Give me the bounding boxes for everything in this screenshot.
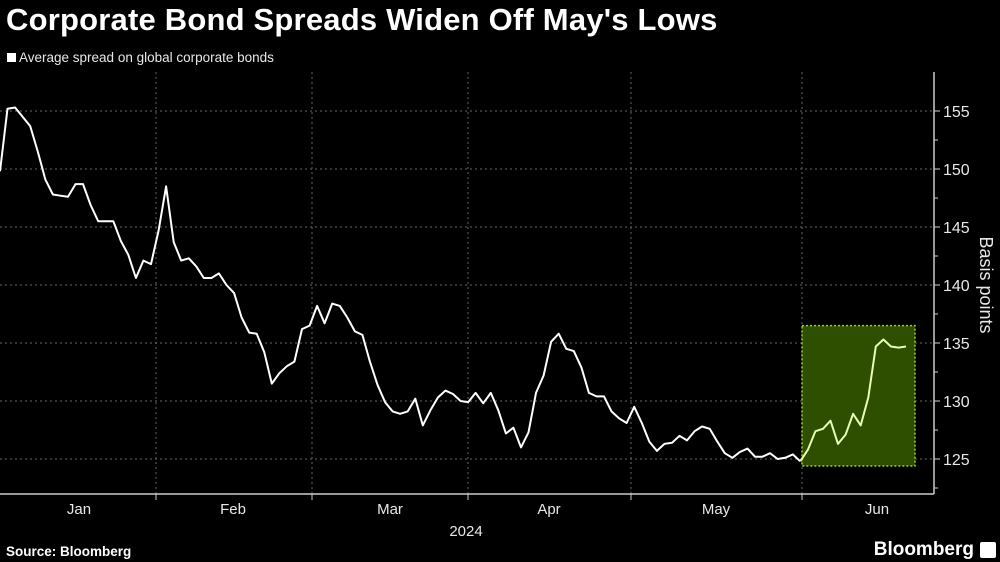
series-line — [0, 106, 801, 463]
y-tick-label: 125 — [943, 452, 970, 469]
legend-label: Average spread on global corporate bonds — [19, 50, 274, 65]
y-tick-label: 150 — [943, 162, 970, 179]
axes: 125 130 135 140 145 150 155 Jan Feb Mar Apr May Jun — [0, 72, 970, 518]
x-tick-label: May — [702, 501, 731, 518]
legend: Average spread on global corporate bonds — [7, 50, 274, 65]
legend-swatch — [7, 53, 16, 62]
chart-title: Corporate Bond Spreads Widen Off May's L… — [6, 2, 718, 37]
y-tick-label: 130 — [943, 394, 970, 411]
highlight-region — [801, 324, 916, 467]
x-tick-label: Feb — [220, 501, 246, 518]
series-line-highlighted — [799, 338, 907, 462]
x-axis-year-label: 2024 — [449, 523, 482, 540]
source-note: Source: Bloomberg — [6, 544, 132, 559]
x-tick-label: Apr — [537, 501, 560, 518]
y-tick-label: 145 — [943, 220, 970, 237]
y-tick-label: 155 — [943, 104, 970, 121]
x-tick-label: Mar — [377, 501, 403, 518]
y-tick-label: 140 — [943, 278, 970, 295]
brand-name: Bloomberg — [873, 539, 974, 560]
bloomberg-logo: Bloomberg — [874, 539, 996, 561]
x-tick-label: Jan — [67, 501, 91, 518]
y-tick-label: 135 — [943, 336, 970, 353]
gridlines — [0, 72, 934, 494]
chart-logo-icon — [980, 542, 996, 558]
x-tick-label: Jun — [865, 501, 889, 518]
y-axis-label: Basis points — [976, 236, 996, 333]
